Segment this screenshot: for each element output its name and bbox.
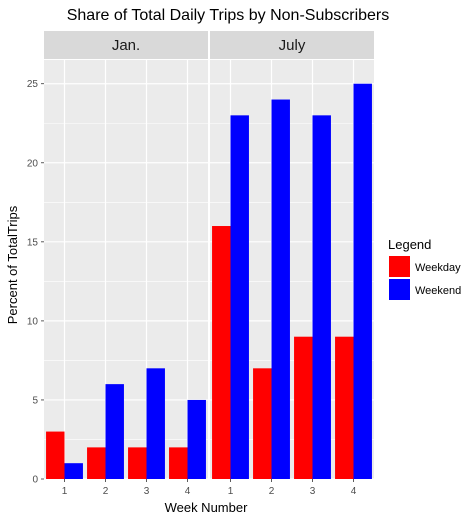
bar-weekend (230, 115, 249, 479)
facet-panel-1: July 1 2 3 4 (210, 31, 374, 497)
bar-weekend (64, 463, 83, 479)
y-axis-title: Percent of TotalTrips (5, 205, 20, 324)
x-axis-title: Week Number (165, 500, 249, 515)
y-tick-label: 5 (32, 395, 38, 406)
x-tick-label: 3 (144, 486, 150, 497)
legend-key-weekend (389, 279, 410, 300)
x-tick-label: 3 (310, 486, 316, 497)
facet-panels: Jan. 1 2 3 4 July 1 2 3 4 0 5 10 15 20 25 (27, 31, 374, 497)
bar-weekend (146, 368, 165, 479)
y-tick-label: 20 (27, 158, 39, 169)
x-tick-label: 4 (351, 486, 357, 497)
y-tick-label: 15 (27, 237, 39, 248)
panel-background (44, 60, 208, 479)
facet-strip-label: Jan. (112, 37, 140, 54)
bar-weekend (187, 399, 206, 479)
bar-weekday (335, 336, 354, 479)
facet-panel-0: Jan. 1 2 3 4 (44, 31, 208, 497)
legend-label-weekend: Weekend (415, 285, 461, 297)
bar-weekday (294, 336, 313, 479)
y-tick-label: 0 (32, 475, 38, 486)
facet-strip-label: July (279, 37, 306, 54)
chart-title: Share of Total Daily Trips by Non-Subscr… (67, 7, 390, 24)
bar-weekday (253, 368, 272, 479)
y-tick-label: 10 (27, 316, 39, 327)
x-tick-label: 4 (185, 486, 191, 497)
x-tick-label: 1 (228, 486, 234, 497)
facet-strip (210, 31, 374, 59)
bar-weekday (87, 447, 106, 479)
y-tick-label: 25 (27, 79, 39, 90)
x-tick-label: 2 (269, 486, 275, 497)
legend-title: Legend (388, 237, 431, 252)
bar-weekend (312, 115, 331, 479)
bar-weekday (212, 226, 231, 479)
bar-weekend (271, 99, 290, 479)
legend-entries: Weekday Weekend (389, 256, 461, 300)
legend-label-weekday: Weekday (415, 262, 461, 274)
bar-weekday (128, 447, 147, 479)
legend: Legend Weekday Weekend (388, 237, 461, 300)
x-tick-label: 1 (62, 486, 68, 497)
facet-strip (44, 31, 208, 59)
bar-weekday (46, 431, 65, 479)
legend-key-weekday (389, 256, 410, 277)
bar-weekend (353, 83, 372, 479)
bar-weekend (105, 384, 124, 479)
bar-weekday (169, 447, 188, 479)
x-tick-label: 2 (103, 486, 109, 497)
